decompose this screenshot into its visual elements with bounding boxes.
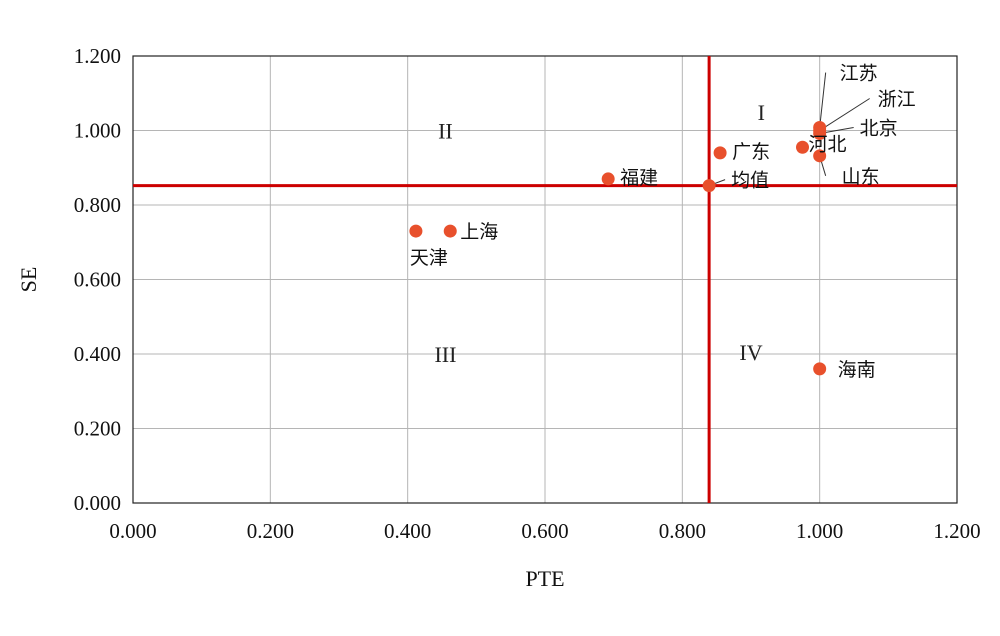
point-label: 浙江 [878, 89, 916, 111]
x-axis-title: PTE [525, 566, 564, 591]
data-points [409, 121, 827, 376]
y-tick-label: 0.400 [74, 342, 121, 366]
point-label: 北京 [860, 117, 898, 139]
point-label: 山东 [842, 166, 880, 188]
quadrant-label: I [758, 100, 765, 125]
point-label: 上海 [460, 221, 498, 243]
x-axis-ticks: 0.000 0.200 0.400 0.600 0.800 1.000 1.200 [109, 519, 980, 543]
x-tick-label: 1.200 [933, 519, 980, 543]
data-point [443, 224, 457, 238]
data-point [601, 172, 615, 186]
x-tick-label: 0.400 [384, 519, 431, 543]
y-axis-ticks: 0.000 0.200 0.400 0.600 0.800 1.000 1.200 [74, 44, 121, 515]
point-label: 海南 [838, 359, 876, 381]
leader-line [819, 98, 870, 131]
y-tick-label: 1.000 [74, 119, 121, 143]
quadrant-label: II [438, 119, 453, 144]
y-tick-label: 0.600 [74, 268, 121, 292]
y-tick-label: 1.200 [74, 44, 121, 68]
x-tick-label: 0.600 [521, 519, 568, 543]
point-label: 天津 [410, 247, 448, 269]
data-point [796, 140, 809, 154]
data-point [409, 224, 423, 238]
point-label: 广东 [732, 141, 770, 163]
x-tick-label: 0.200 [247, 519, 294, 543]
reference-lines [133, 56, 957, 503]
quadrant-label: III [434, 342, 456, 367]
y-tick-label: 0.000 [74, 491, 121, 515]
quadrant-label: IV [739, 340, 762, 365]
data-point [813, 149, 827, 163]
x-tick-label: 0.000 [109, 519, 156, 543]
plot-area-border [132, 55, 958, 504]
x-tick-label: 0.800 [659, 519, 706, 543]
y-tick-label: 0.800 [74, 193, 121, 217]
leader-line [819, 72, 827, 128]
point-label: 河北 [809, 133, 847, 155]
data-point [702, 179, 716, 193]
data-point [813, 126, 827, 140]
y-axis-title: SE [16, 267, 41, 293]
point-label: 福建 [620, 167, 658, 189]
point-label: 江苏 [840, 63, 878, 85]
data-point [813, 362, 827, 376]
point-label: 均值 [731, 170, 769, 192]
data-point [713, 146, 727, 160]
grid-lines [133, 56, 957, 503]
x-tick-label: 1.000 [796, 519, 843, 543]
y-tick-label: 0.200 [74, 417, 121, 441]
